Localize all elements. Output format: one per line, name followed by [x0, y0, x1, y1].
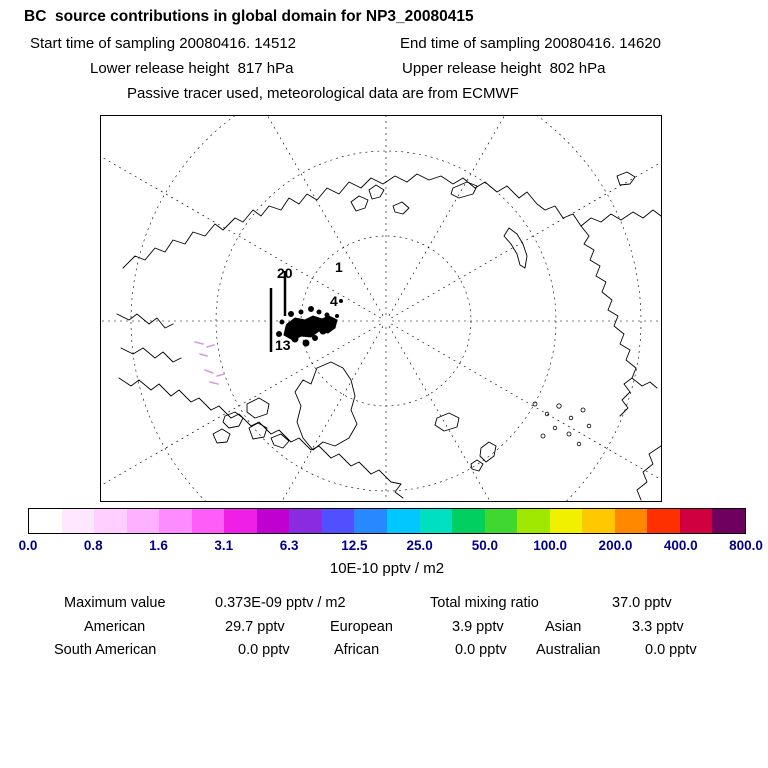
- island-arctic-3: [392, 201, 410, 215]
- south-american-value: 0.0 pptv: [238, 642, 290, 658]
- colorbar-tick-label: 6.3: [279, 538, 299, 553]
- island-archipelago-3: [270, 433, 290, 449]
- marker-label-6: 6: [320, 316, 328, 332]
- coast-bottom-right: [636, 445, 661, 501]
- colorbar-segment: [191, 509, 225, 533]
- colorbar-tick-label: 1.6: [149, 538, 168, 553]
- coast-greenland: [294, 361, 358, 451]
- african-value: 0.0 pptv: [455, 642, 507, 658]
- marker-label-1: 1: [335, 259, 343, 275]
- coastlines: [116, 171, 661, 501]
- colorbar-segment: [126, 509, 160, 533]
- colorbar-segment: [159, 509, 192, 533]
- colorbar-gradient: [28, 508, 746, 534]
- island-ellesmere: [246, 397, 270, 419]
- upper-release-text: Upper release height 802 hPa: [402, 60, 606, 77]
- coast-hudson: [394, 483, 404, 499]
- map-frame: 20 1 4 6 13: [100, 115, 662, 502]
- lower-release-text: Lower release height 817 hPa: [90, 60, 294, 77]
- south-american-label: South American: [54, 642, 157, 658]
- asian-label: Asian: [545, 619, 582, 635]
- coast-right-edge: [641, 381, 658, 389]
- colorbar-segment: [484, 509, 518, 533]
- island-archipelago-4: [212, 428, 231, 444]
- colorbar-segment: [679, 509, 713, 533]
- colorbar-segment: [614, 509, 648, 533]
- coast-kola: [580, 209, 661, 227]
- source-markers: [269, 271, 343, 352]
- european-label: European: [330, 619, 393, 635]
- colorbar-tick-label: 25.0: [406, 538, 433, 553]
- plume-marks: [194, 341, 225, 385]
- colorbar-ticks: 0.0 0.8 1.6 3.1 6.3 12.5 25.0 50.0 100.0 200.0 400…: [19, 538, 763, 556]
- colorbar-unit-label: 10E-10 pptv / m2: [329, 560, 445, 577]
- start-time-text: Start time of sampling 20080416. 14512: [30, 35, 297, 52]
- colorbar-segment: [321, 509, 355, 533]
- island-britain: [479, 441, 497, 463]
- island-archipelago-2: [248, 422, 268, 440]
- australian-label: Australian: [536, 642, 601, 658]
- colorbar-tick-label: 100.0: [533, 538, 568, 553]
- coast-north-america: [118, 377, 402, 485]
- tracer-note-text: Passive tracer used, meteorological data…: [127, 85, 519, 102]
- coast-alaska: [120, 347, 182, 363]
- colorbar-tick-label: 3.1: [214, 538, 234, 553]
- figure-title: BC source contributions in global domain…: [24, 8, 474, 25]
- coast-siberia: [122, 173, 582, 269]
- island-archipelago-1: [222, 411, 244, 429]
- total-ratio-label: Total mixing ratio: [430, 595, 539, 611]
- max-value-label: Maximum value: [64, 595, 166, 611]
- marker-labels: 20 1 4 6 13: [275, 259, 343, 353]
- colorbar-segment: [647, 509, 680, 533]
- max-value-text: 0.373E-09 pptv / m2: [215, 595, 346, 611]
- colorbar-tick-label: 400.0: [663, 538, 698, 553]
- coast-baltic: [619, 377, 633, 417]
- island-ireland: [470, 459, 484, 472]
- colorbar-segment: [94, 509, 127, 533]
- colorbar-segment: [29, 509, 62, 533]
- island-arctic-2: [368, 184, 385, 200]
- colorbar-tick-label: 0.0: [18, 538, 38, 553]
- colorbar-segment: [256, 509, 290, 533]
- end-time-text: End time of sampling 20080416. 14620: [400, 35, 662, 52]
- colorbar-segment: [517, 509, 550, 533]
- african-label: African: [334, 642, 380, 658]
- marker-label-4: 4: [330, 293, 338, 309]
- island-novaya-zemlya: [503, 227, 528, 269]
- colorbar-segment: [289, 509, 322, 533]
- island-arctic-1: [350, 195, 369, 212]
- american-value: 29.7 pptv: [225, 619, 285, 635]
- colorbar-tick-label: 200.0: [598, 538, 633, 553]
- colorbar-tick-label: 12.5: [341, 538, 368, 553]
- total-ratio-value: 37.0 pptv: [612, 595, 672, 611]
- colorbar-segment: [582, 509, 615, 533]
- marker-label-20: 20: [277, 265, 293, 281]
- colorbar-segment: [419, 509, 453, 533]
- island-severnaya: [450, 181, 478, 199]
- american-label: American: [84, 619, 146, 635]
- coast-norway: [580, 225, 643, 387]
- colorbar-tick-label: 0.8: [83, 538, 103, 553]
- colorbar-segment: [549, 509, 583, 533]
- island-iceland: [434, 412, 460, 432]
- marker-label-13: 13: [275, 337, 291, 353]
- colorbar-segment: [354, 509, 388, 533]
- colorbar-segment: [224, 509, 257, 533]
- european-value: 3.9 pptv: [452, 619, 504, 635]
- colorbar-tick-label: 800.0: [729, 538, 763, 553]
- colorbar-segment: [61, 509, 95, 533]
- asian-value: 3.3 pptv: [632, 619, 684, 635]
- australian-value: 0.0 pptv: [645, 642, 697, 658]
- lakes: [532, 401, 592, 447]
- coast-chukotka: [116, 313, 174, 329]
- colorbar-segment: [387, 509, 420, 533]
- colorbar-segment: [712, 509, 746, 533]
- colorbar-segment: [452, 509, 485, 533]
- colorbar-tick-label: 50.0: [471, 538, 499, 553]
- polar-map: 20 1 4 6 13: [101, 116, 661, 501]
- island-top-right: [616, 171, 636, 186]
